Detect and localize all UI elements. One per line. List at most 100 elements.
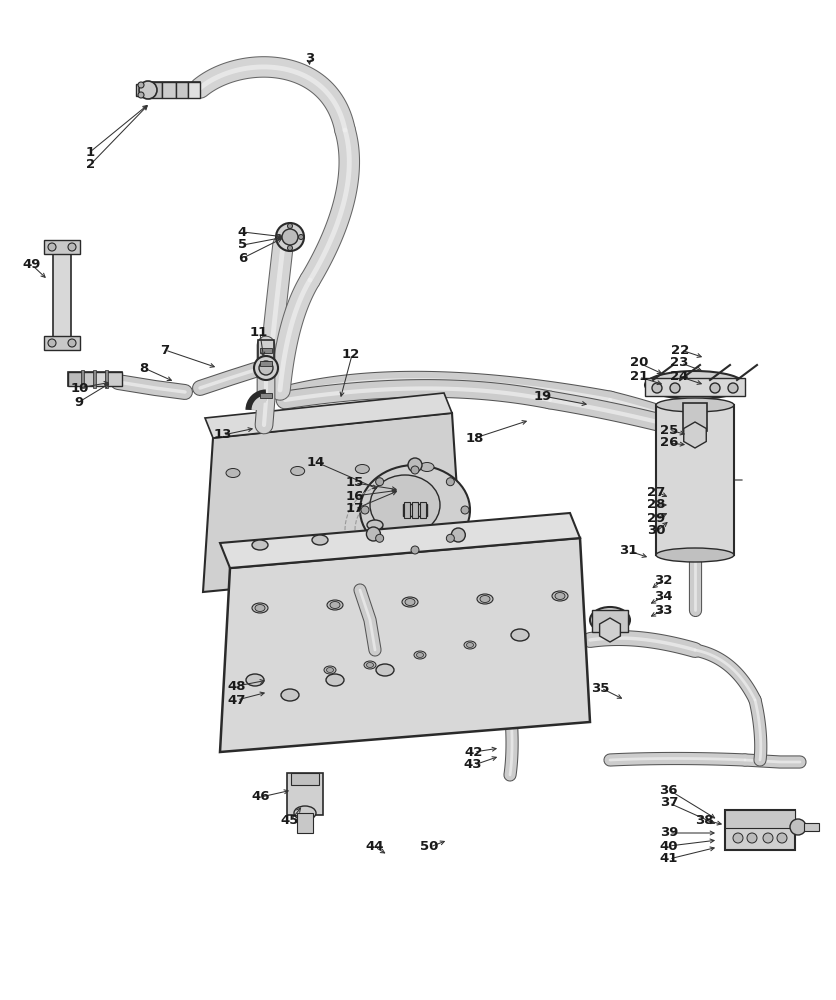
Text: 40: 40 [660,840,678,852]
Polygon shape [220,538,590,752]
Circle shape [446,534,454,542]
Ellipse shape [555,592,565,599]
Ellipse shape [226,468,240,478]
Text: 32: 32 [654,574,672,586]
Ellipse shape [294,806,316,820]
Ellipse shape [360,465,470,555]
Ellipse shape [355,464,370,474]
Text: 22: 22 [670,344,689,357]
Polygon shape [205,393,452,438]
Bar [136,84,149,96]
Bar [94,372,106,386]
Text: 21: 21 [630,370,648,383]
Bar [404,502,410,518]
Bar [804,823,819,831]
Circle shape [361,506,369,514]
Circle shape [446,478,454,486]
Bar [44,240,80,254]
Bar [403,504,427,516]
Circle shape [288,224,293,229]
Ellipse shape [466,643,473,648]
Bar [68,372,122,386]
Text: 8: 8 [139,361,149,374]
Text: 7: 7 [161,344,169,357]
Ellipse shape [312,535,328,545]
Circle shape [670,383,680,393]
Ellipse shape [291,466,304,476]
Text: 42: 42 [464,746,482,758]
Ellipse shape [656,398,734,412]
Circle shape [451,528,466,542]
Text: 26: 26 [660,436,678,450]
Ellipse shape [327,668,334,672]
Text: 27: 27 [647,486,665,498]
Ellipse shape [416,652,424,658]
Circle shape [288,245,293,250]
Ellipse shape [370,475,440,535]
Circle shape [68,243,76,251]
Text: 46: 46 [252,790,270,804]
Ellipse shape [645,371,745,399]
Text: 11: 11 [250,326,268,340]
Text: 31: 31 [619,544,638,558]
Text: 37: 37 [660,796,678,810]
Ellipse shape [480,595,490,602]
Circle shape [652,383,662,393]
Ellipse shape [511,629,529,641]
Bar [725,810,795,828]
Text: 49: 49 [23,258,41,271]
Text: 2: 2 [86,158,94,172]
Bar [148,82,200,98]
Text: 35: 35 [591,682,609,694]
Bar [287,773,323,815]
Circle shape [728,383,738,393]
Ellipse shape [656,548,734,562]
Text: 10: 10 [70,381,89,394]
Text: 39: 39 [660,826,678,840]
Text: 13: 13 [214,428,232,442]
Circle shape [298,234,303,239]
Bar [176,82,188,98]
Circle shape [411,546,419,554]
Text: 15: 15 [345,477,364,489]
Text: 29: 29 [647,512,665,524]
Text: 4: 4 [237,226,247,238]
Ellipse shape [477,594,493,604]
Circle shape [710,383,720,393]
Text: 18: 18 [466,432,484,444]
Text: 20: 20 [630,357,648,369]
Bar [592,610,628,632]
Ellipse shape [405,598,415,605]
Bar [260,361,272,366]
Ellipse shape [464,641,476,649]
Circle shape [763,833,773,843]
Bar [725,810,795,850]
Circle shape [48,339,56,347]
Circle shape [138,82,144,88]
Ellipse shape [246,674,264,686]
Circle shape [777,833,787,843]
Bar [420,502,426,518]
Text: 1: 1 [86,145,94,158]
Text: 48: 48 [227,680,246,692]
Text: 33: 33 [654,603,672,616]
Circle shape [254,356,278,380]
Bar [106,372,122,386]
Text: 28: 28 [647,498,665,512]
Bar [645,378,745,396]
Text: 50: 50 [420,840,438,854]
Text: 12: 12 [342,349,360,361]
Bar [656,405,734,555]
Bar [148,82,162,98]
Bar [105,370,108,388]
Bar [81,370,84,388]
Circle shape [277,234,282,239]
Ellipse shape [366,662,374,668]
Text: 30: 30 [647,524,665,538]
Ellipse shape [590,607,630,633]
Circle shape [259,361,273,375]
Ellipse shape [255,604,265,611]
Text: 5: 5 [238,238,247,251]
Text: 45: 45 [281,814,299,826]
Circle shape [139,81,157,99]
